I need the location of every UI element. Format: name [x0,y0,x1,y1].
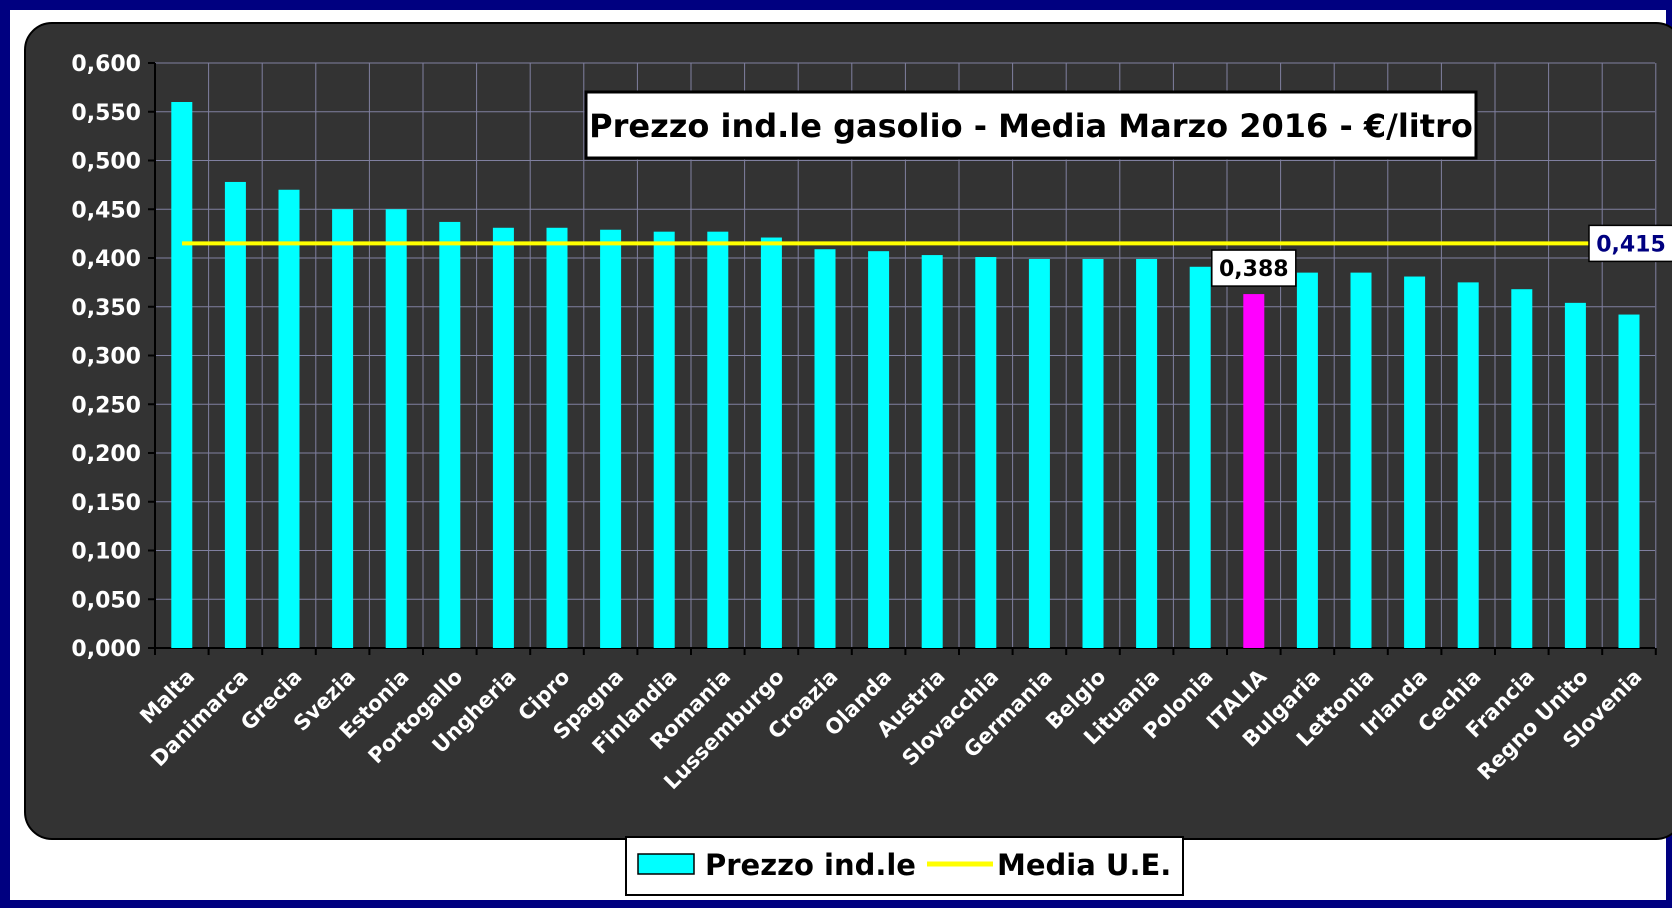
bar-cipro [546,227,568,648]
y-tick-label: 0,100 [71,540,141,565]
legend-box [625,836,1184,896]
chart-title-box: Prezzo ind.le gasolio - Media Marzo 2016… [584,90,1478,160]
data-label: 0,415 [1596,232,1666,257]
y-tick-label: 0,200 [71,442,141,467]
bar-estonia [385,209,407,648]
bar-portogallo [439,221,461,649]
bar-slovenia [1618,314,1640,648]
y-tick-label: 0,150 [71,491,141,516]
legend: Prezzo ind.le Media U.E. [625,836,1184,896]
bar-cechia [1457,282,1479,648]
bar-slovacchia [975,257,997,648]
x-axis-labels: MaltaDanimarcaGreciaSveziaEstoniaPortoga… [135,664,1646,794]
data-label: 0,388 [1219,257,1289,282]
bar-polonia [1189,266,1211,648]
data-label-box [1588,224,1672,263]
y-tick-label: 0,050 [71,588,141,613]
y-tick-label: 0,500 [71,150,141,175]
bar-malta [171,102,193,648]
bar-bulgaria [1296,272,1318,648]
bar-lituania [1136,258,1158,648]
bar-irlanda [1404,276,1426,648]
y-tick-label: 0,450 [71,198,141,223]
bar-lussemburgo [760,237,782,648]
bar-croazia [814,249,836,648]
chart-title-background [584,90,1478,160]
bar-grecia [278,189,300,648]
bar-romania [707,231,729,649]
bar-lettonia [1350,272,1372,648]
bar-svezia [332,209,354,648]
y-tick-label: 0,300 [71,345,141,370]
bar-belgio [1082,258,1104,648]
bar-danimarca [224,181,246,648]
legend-label-prezzo: Prezzo ind.le [705,848,916,882]
y-tick-label: 0,000 [71,637,141,662]
bar-italia [1243,294,1265,648]
bars [171,102,1640,649]
y-tick-label: 0,250 [71,393,141,418]
bar-ungheria [492,227,514,648]
legend-swatch-prezzo [637,853,695,875]
y-axis-ticks: 0,000 0,050 0,100 0,150 0,200 0,250 0,300 0,350… [71,52,141,662]
bar-finlandia [653,231,675,649]
bar-francia [1511,289,1533,648]
y-tick-label: 0,550 [71,101,141,126]
data-label-box [1211,249,1297,287]
data-labels: 0,388 0,415 [1211,224,1672,287]
bar-spagna [600,229,622,648]
bar-austria [921,255,943,648]
y-tick-label: 0,400 [71,247,141,272]
y-tick-label: 0,600 [71,52,141,77]
bar-olanda [868,251,890,649]
chart-title: Prezzo ind.le gasolio - Media Marzo 2016… [589,107,1473,145]
legend-label-media: Media U.E. [997,848,1171,882]
bar-regno-unito [1564,302,1586,648]
bar-germania [1028,258,1050,648]
y-tick-label: 0,350 [71,296,141,321]
